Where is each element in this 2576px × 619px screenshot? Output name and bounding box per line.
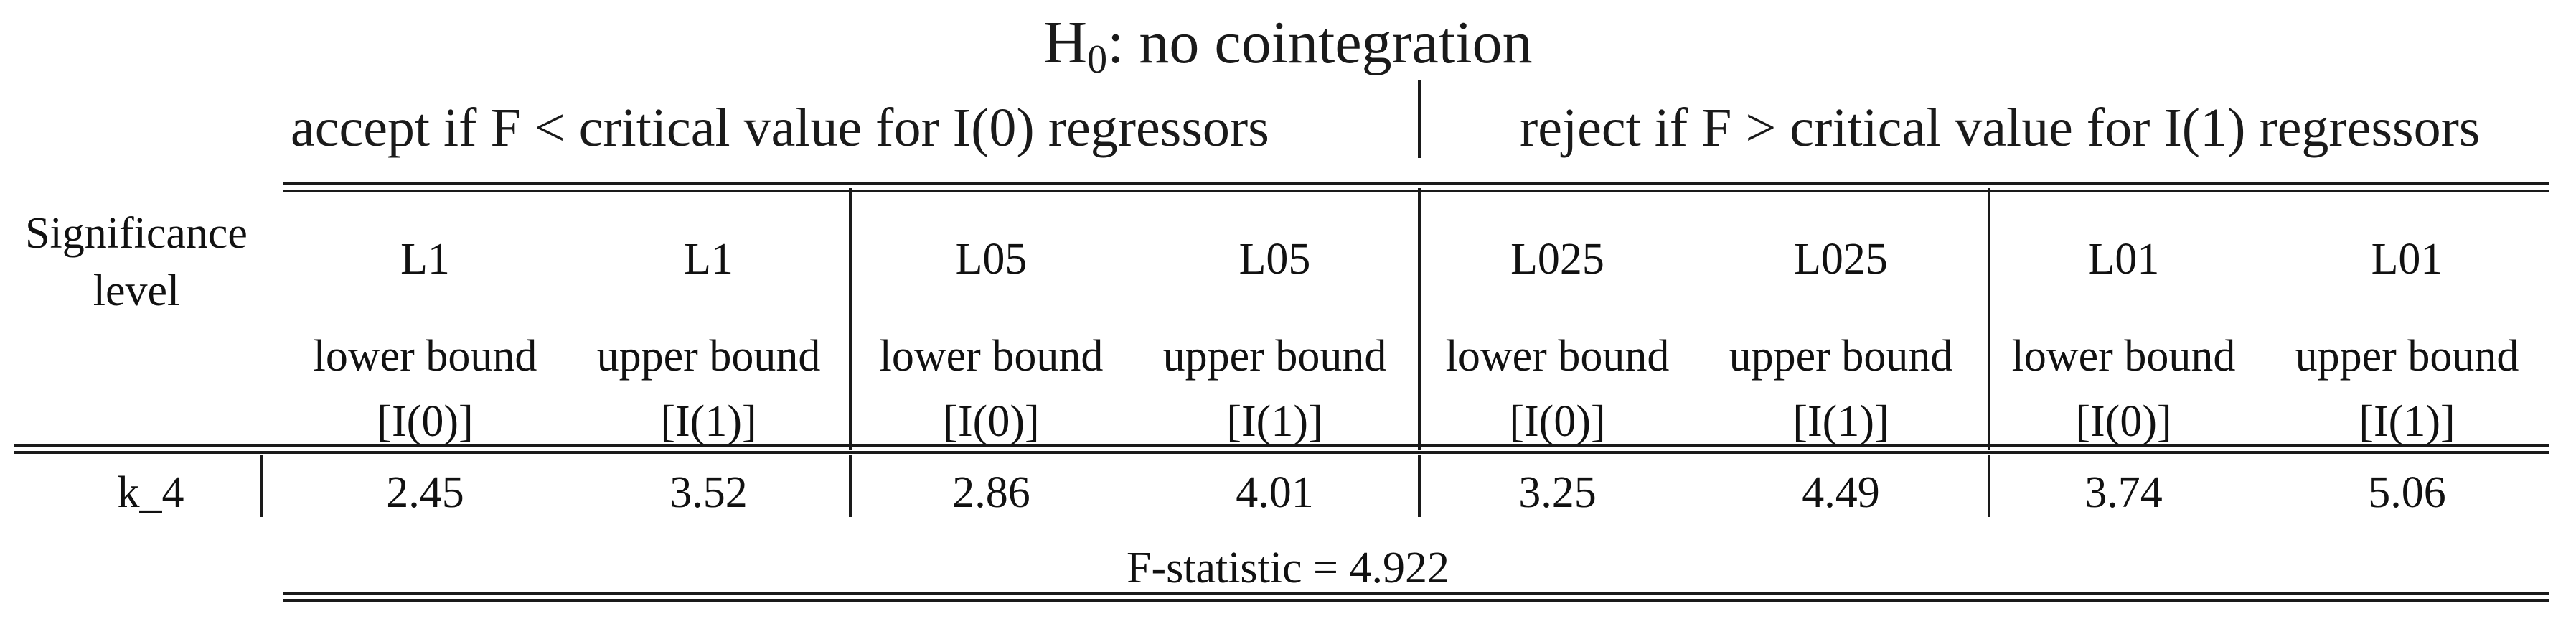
column-order-label: [I(0)] [377,397,474,446]
column-level-label: L1 [400,235,450,284]
data-divider-2 [1418,455,1421,517]
column-bound-label: upper bound [2295,332,2519,381]
accept-rule-text: accept if F < critical value for I(0) re… [291,98,1269,158]
column-level-label: L01 [2087,235,2160,284]
column-order-label: [I(0)] [2075,397,2172,446]
column-bound-label: lower bound [1445,332,1670,381]
title-subscript: 0 [1087,37,1108,82]
column-bound-label: lower bound [313,332,537,381]
column-order-label: [I(0)] [1509,397,1606,446]
column-order-label: [I(1)] [1226,397,1323,446]
table-cell-value: 2.45 [386,468,464,517]
row-label: k_4 [117,468,184,517]
mid-rule-2 [14,451,2549,454]
table-cell-value: 3.52 [669,468,748,517]
table-cell-value: 3.74 [2084,468,2163,517]
mid-rule-1 [14,444,2549,447]
top-rule-2 [283,190,2549,192]
group-divider-2 [1418,188,1421,450]
column-order-label: [I(1)] [660,397,757,446]
column-level-label: L05 [1238,235,1311,284]
table-cell-value: 2.86 [952,468,1030,517]
significance-level-header: Significance level [25,209,248,315]
group-divider-3 [1988,188,1990,450]
column-level-label: L025 [1794,235,1888,284]
data-divider-1 [849,455,852,517]
reject-rule-text: reject if F > critical value for I(1) re… [1520,98,2481,158]
bottom-rule-1 [283,592,2549,595]
column-order-label: [I(0)] [943,397,1040,446]
table-cell-value: 3.25 [1518,468,1597,517]
column-bound-label: upper bound [1162,332,1387,381]
f-statistic: F-statistic = 4.922 [1126,544,1449,592]
table-cell-value: 4.49 [1802,468,1880,517]
column-bound-label: upper bound [1729,332,1953,381]
table-cell-value: 5.06 [2368,468,2446,517]
row-label-divider [260,455,263,517]
column-level-label: L05 [955,235,1028,284]
group-divider-1 [849,188,852,450]
column-bound-label: lower bound [2011,332,2236,381]
title-prefix: H [1043,9,1088,76]
data-divider-3 [1988,455,1990,517]
column-bound-label: lower bound [879,332,1104,381]
column-level-label: L1 [684,235,733,284]
table-title: H0: no cointegration [0,13,2576,80]
bottom-rule-2 [283,599,2549,602]
column-order-label: [I(1)] [2359,397,2455,446]
column-bound-label: upper bound [596,332,821,381]
top-rule-1 [283,182,2549,185]
column-level-label: L025 [1510,235,1604,284]
column-order-label: [I(1)] [1792,397,1889,446]
title-suffix: : no cointegration [1107,9,1533,76]
column-level-label: L01 [2371,235,2443,284]
table-cell-value: 4.01 [1236,468,1314,517]
subheader-divider [1418,80,1421,158]
